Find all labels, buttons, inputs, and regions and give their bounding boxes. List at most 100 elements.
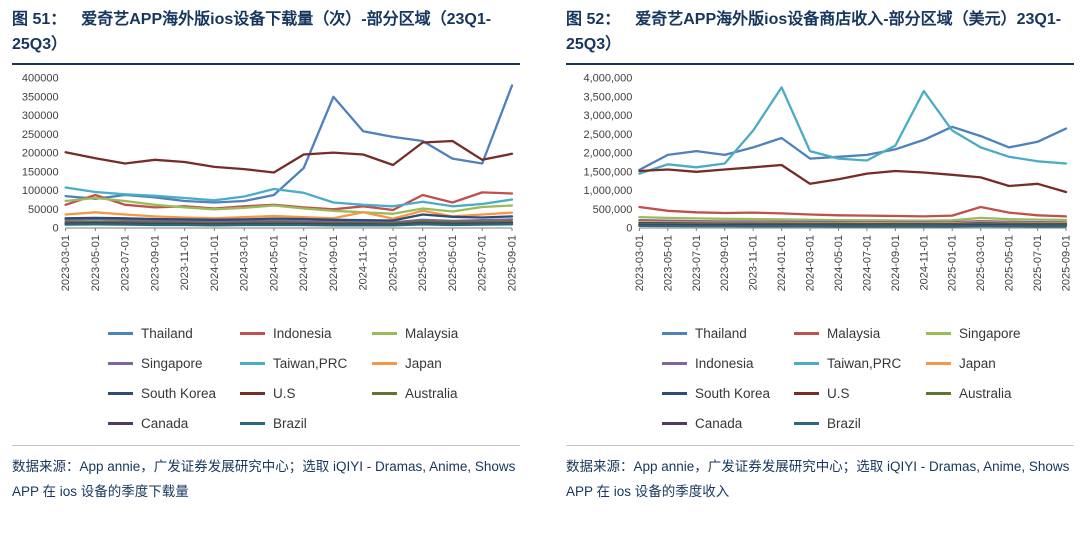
figure-52-source-note: 数据来源：App annie，广发证券发展研究中心；选取 iQIYI - Dra… (566, 444, 1074, 505)
legend-label: Singapore (959, 325, 1021, 341)
svg-text:0: 0 (626, 222, 632, 234)
legend-item-malaysia: Malaysia (372, 326, 504, 341)
svg-text:150000: 150000 (22, 166, 59, 178)
svg-text:2,500,000: 2,500,000 (583, 128, 632, 140)
legend-item-malaysia: Malaysia (794, 326, 926, 341)
legend-line-swatch (662, 331, 687, 335)
legend-item-japan: Japan (926, 356, 1058, 371)
legend-item-brazil: Brazil (240, 416, 372, 431)
legend-item-thailand: Thailand (108, 326, 240, 341)
legend-item-australia: Australia (372, 386, 504, 401)
svg-text:2023-09-01: 2023-09-01 (719, 235, 731, 291)
downloads-line-chart: 0 50000 100000 150000 200000 250000 300000 3500… (22, 72, 519, 291)
legend-line-swatch (926, 331, 951, 335)
legend-label: South Korea (695, 385, 771, 401)
legend-line-swatch (108, 391, 133, 395)
legend-line-swatch (240, 361, 265, 365)
legend-line-swatch (662, 421, 687, 425)
legend-line-swatch (662, 391, 687, 395)
svg-text:2023-05-01: 2023-05-01 (90, 235, 102, 291)
svg-text:2023-09-01: 2023-09-01 (149, 235, 161, 291)
legend-label: Australia (405, 385, 458, 401)
legend-item-south-korea: South Korea (108, 386, 240, 401)
legend-item-south-korea: South Korea (662, 386, 794, 401)
legend-label: Indonesia (695, 355, 754, 371)
svg-text:3,500,000: 3,500,000 (583, 91, 632, 103)
figure-51-title: 图 51： 爱奇艺APP海外版ios设备下载量（次）-部分区域（23Q1-25Q3… (12, 8, 520, 58)
svg-text:250000: 250000 (22, 128, 59, 140)
legend-line-swatch (926, 361, 951, 365)
legend-label: Indonesia (273, 325, 332, 341)
svg-text:4,000,000: 4,000,000 (583, 72, 632, 84)
legend-label: Canada (141, 415, 189, 431)
legend-item-japan: Japan (372, 356, 504, 371)
svg-text:2023-07-01: 2023-07-01 (120, 235, 132, 291)
legend-label: South Korea (141, 385, 217, 401)
svg-text:400000: 400000 (22, 72, 59, 84)
figure-52-title: 图 52： 爱奇艺APP海外版ios设备商店收入-部分区域（美元）23Q1-25Q… (566, 8, 1074, 58)
figure-51-title-text: 爱奇艺APP海外版ios设备下载量（次）-部分区域（23Q1-25Q3） (12, 11, 492, 53)
svg-text:2025-09-01: 2025-09-01 (1061, 235, 1073, 291)
svg-text:2023-07-01: 2023-07-01 (691, 235, 703, 291)
legend-label: Thailand (141, 325, 193, 341)
legend-item-australia: Australia (926, 386, 1058, 401)
legend-label: U.S (827, 385, 850, 401)
figure-51-source-note: 数据来源：App annie，广发证券发展研究中心；选取 iQIYI - Dra… (12, 444, 520, 505)
legend-line-swatch (372, 361, 397, 365)
legend-item-singapore: Singapore (926, 326, 1058, 341)
legend-line-swatch (108, 421, 133, 425)
svg-text:300000: 300000 (22, 110, 59, 122)
svg-text:2025-09-01: 2025-09-01 (507, 235, 519, 291)
figure-52-number: 图 52： (566, 11, 621, 28)
svg-text:2023-03-01: 2023-03-01 (60, 235, 72, 291)
svg-text:2025-07-01: 2025-07-01 (1032, 235, 1044, 291)
legend-label: Taiwan,PRC (827, 355, 902, 371)
svg-text:2024-05-01: 2024-05-01 (833, 235, 845, 291)
svg-text:2025-03-01: 2025-03-01 (417, 235, 429, 291)
legend-line-swatch (240, 421, 265, 425)
legend-line-swatch (240, 331, 265, 335)
svg-text:2023-11-01: 2023-11-01 (179, 235, 191, 290)
legend-item-indonesia: Indonesia (662, 356, 794, 371)
legend-item-thailand: Thailand (662, 326, 794, 341)
legend-item-taiwan-prc: Taiwan,PRC (240, 356, 372, 371)
legend-label: U.S (273, 385, 296, 401)
figure-51: 图 51： 爱奇艺APP海外版ios设备下载量（次）-部分区域（23Q1-25Q3… (12, 8, 520, 535)
legend-line-swatch (794, 361, 819, 365)
legend-label: Canada (695, 415, 743, 431)
svg-text:100000: 100000 (22, 185, 59, 197)
legend-label: Taiwan,PRC (273, 355, 348, 371)
legend-item-taiwan-prc: Taiwan,PRC (794, 356, 926, 371)
legend-line-swatch (794, 331, 819, 335)
legend-item-canada: Canada (108, 416, 240, 431)
svg-text:2024-09-01: 2024-09-01 (890, 235, 902, 291)
svg-text:2024-11-01: 2024-11-01 (918, 235, 930, 290)
svg-text:50000: 50000 (28, 203, 59, 215)
svg-text:2024-03-01: 2024-03-01 (805, 235, 817, 291)
svg-text:3,000,000: 3,000,000 (583, 110, 632, 122)
svg-text:1,000,000: 1,000,000 (583, 185, 632, 197)
legend-label: Malaysia (405, 325, 459, 341)
legend-item-u-s: U.S (794, 386, 926, 401)
legend-label: Malaysia (827, 325, 881, 341)
legend-label: Japan (405, 355, 442, 371)
legend-line-swatch (108, 361, 133, 365)
figure-52: 图 52： 爱奇艺APP海外版ios设备商店收入-部分区域（美元）23Q1-25Q… (566, 8, 1074, 535)
title-underline (12, 62, 520, 65)
legend-label: Japan (959, 355, 996, 371)
svg-text:2024-11-01: 2024-11-01 (358, 235, 370, 290)
svg-text:1,500,000: 1,500,000 (583, 166, 632, 178)
svg-text:2024-03-01: 2024-03-01 (239, 235, 251, 291)
svg-text:2024-01-01: 2024-01-01 (776, 235, 788, 291)
legend-line-swatch (372, 331, 397, 335)
svg-text:200000: 200000 (22, 147, 59, 159)
svg-text:2024-01-01: 2024-01-01 (209, 235, 221, 291)
svg-text:2024-07-01: 2024-07-01 (298, 235, 310, 291)
svg-text:350000: 350000 (22, 91, 59, 103)
svg-text:2025-01-01: 2025-01-01 (388, 235, 400, 291)
figure-52-legend: Thailand Malaysia Singapore Indonesia Taiwan… (662, 326, 1074, 431)
svg-text:2024-09-01: 2024-09-01 (328, 235, 340, 291)
legend-label: Singapore (141, 355, 203, 371)
legend-item-canada: Canada (662, 416, 794, 431)
svg-text:2,000,000: 2,000,000 (583, 147, 632, 159)
